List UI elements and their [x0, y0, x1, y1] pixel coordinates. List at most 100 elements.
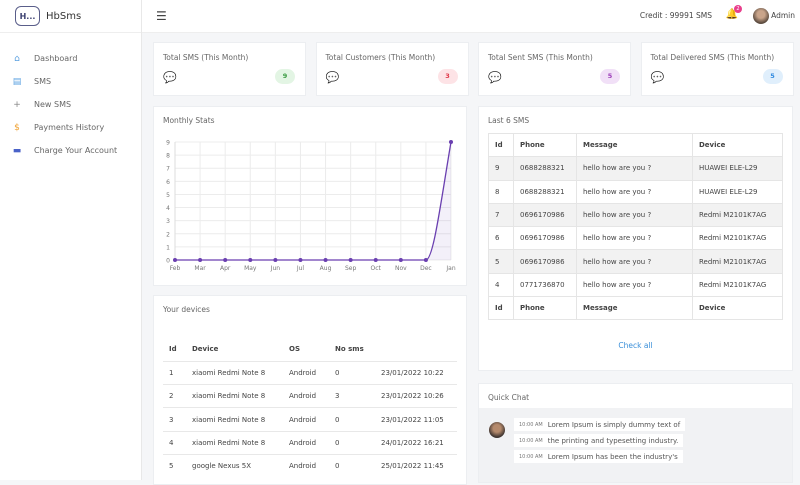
- table-cell: 4: [488, 272, 514, 298]
- table-cell: Android: [283, 453, 329, 478]
- x-tick-label: Mar: [194, 265, 206, 272]
- table-cell: 24/01/2022 16:21: [375, 430, 457, 455]
- table-cell: 0696170986: [513, 226, 577, 251]
- sidebar-item-label: SMS: [34, 77, 52, 86]
- table-cell: 23/01/2022 10:22: [375, 360, 457, 385]
- sidebar-item-label: Dashboard: [34, 54, 78, 63]
- table-row[interactable]: 5 google Nexus 5X Android 0 25/01/2022 11:45: [163, 453, 457, 478]
- chat-avatar: [489, 422, 505, 438]
- stat-title: Total Customers (This Month): [325, 53, 436, 62]
- table-cell: Redmi M2101K7AG: [692, 249, 783, 274]
- x-tick-label: Jun: [270, 265, 281, 272]
- table-cell: 2: [163, 384, 186, 408]
- y-tick-label: 4: [166, 205, 170, 212]
- message-text: the printing and typesetting industry.: [547, 436, 679, 445]
- table-cell: 0688288321: [513, 156, 577, 181]
- monthly-stats-card: Monthly Stats 0 1 2 3 4 5 6 7 8 9 Feb Mar Apr May Jun J…: [153, 106, 467, 286]
- table-row[interactable]: 1 xiaomi Redmi Note 8 Android 0 23/01/2022 1…: [163, 360, 457, 385]
- column-header: [375, 338, 457, 361]
- table-row[interactable]: 2 xiaomi Redmi Note 8 Android 3 23/01/2022 1…: [163, 384, 457, 408]
- table-row[interactable]: 4 xiaomi Redmi Note 8 Android 0 24/01/2022 1…: [163, 430, 457, 455]
- table-cell: 0696170986: [513, 202, 577, 228]
- sidebar-item-label: New SMS: [34, 100, 72, 109]
- check-all-link[interactable]: Check all: [618, 341, 653, 350]
- table-row[interactable]: 3 xiaomi Redmi Note 8 Android 0 23/01/2022 1…: [163, 407, 457, 432]
- x-tick-label: Apr: [220, 265, 231, 272]
- table-cell: hello how are you ?: [576, 156, 693, 181]
- y-tick-label: 0: [166, 258, 170, 265]
- table-row[interactable]: 9 0688288321 hello how are you ? HUAWEI ELE…: [488, 156, 783, 181]
- table-row[interactable]: 8 0688288321 hello how are you ? HUAWEI ELE…: [488, 179, 783, 204]
- table-row[interactable]: 7 0696170986 hello how are you ? Redmi M210…: [488, 202, 783, 228]
- table-cell: HUAWEI ELE-L29: [692, 179, 783, 204]
- data-point: [348, 258, 353, 262]
- devices-table: Id Device OS No sms 1 xiaomi Redmi Note 8 Andr…: [163, 338, 457, 478]
- user-name[interactable]: Admin: [771, 11, 795, 20]
- column-header: Device: [692, 132, 783, 158]
- card-title: Last 6 SMS: [488, 116, 530, 125]
- card-title: Quick Chat: [488, 393, 530, 402]
- column-header: Device: [692, 296, 783, 321]
- comments-icon: 💬: [325, 71, 340, 84]
- series-area: [175, 142, 451, 260]
- data-point: [223, 258, 228, 262]
- data-point: [173, 258, 177, 262]
- y-tick-label: 3: [166, 218, 170, 225]
- x-tick-label: May: [244, 265, 257, 272]
- table-row[interactable]: 5 0696170986 hello how are you ? Redmi M210…: [488, 249, 783, 274]
- table-row[interactable]: 4 0771736870 hello how are you ? Redmi M210…: [488, 272, 783, 298]
- x-tick-label: Nov: [395, 265, 407, 272]
- column-header: Id: [488, 132, 514, 158]
- column-header: Phone: [513, 132, 577, 158]
- sidebar-item-charge-your-account[interactable]: ▬ Charge Your Account: [0, 139, 141, 162]
- table-row[interactable]: 6 0696170986 hello how are you ? Redmi M210…: [488, 226, 783, 251]
- dollar-icon: $: [14, 122, 20, 133]
- y-tick-label: 1: [166, 244, 170, 251]
- bell-icon[interactable]: 🔔: [725, 9, 738, 20]
- sidebar-item-sms[interactable]: ▤ SMS: [0, 70, 141, 93]
- table-cell: Redmi M2101K7AG: [692, 272, 783, 298]
- x-tick-label: Dec: [420, 265, 432, 272]
- stat-card: Total SMS (This Month) 💬 9: [153, 42, 306, 96]
- table-header-row: Id Device OS No sms: [163, 338, 457, 361]
- table-cell: hello how are you ?: [576, 202, 693, 228]
- column-header: Id: [169, 345, 177, 354]
- avatar[interactable]: [753, 8, 769, 24]
- chat-message: 10:00 AM the printing and typesetting ind…: [514, 434, 684, 447]
- data-point: [423, 258, 428, 262]
- chat-body: 10:00 AM Lorem Ipsum is simply dummy text…: [479, 408, 792, 482]
- column-header: Device: [192, 345, 219, 354]
- sidebar-nav: ⌂ Dashboard ▤ SMS + New SMS $ Payments History ▬…: [0, 33, 141, 162]
- sidebar-item-payments-history[interactable]: $ Payments History: [0, 116, 141, 139]
- x-tick-label: Feb: [170, 265, 181, 272]
- stat-value-badge: 5: [762, 69, 783, 84]
- stat-value-badge: 5: [600, 69, 620, 84]
- table-cell: Android: [283, 430, 329, 455]
- menu-toggle-icon[interactable]: ☰: [156, 9, 167, 23]
- x-tick-label: Jan: [445, 265, 455, 272]
- x-tick-label: Oct: [371, 265, 382, 272]
- sidebar-item-label: Charge Your Account: [34, 146, 118, 155]
- sidebar-item-dashboard[interactable]: ⌂ Dashboard: [0, 47, 141, 70]
- message-icon: ▤: [12, 76, 22, 87]
- table-cell: 5: [163, 453, 186, 478]
- table-cell: 0771736870: [513, 272, 577, 298]
- data-point: [248, 258, 253, 262]
- comments-icon: 💬: [650, 71, 665, 84]
- y-tick-label: 2: [166, 231, 170, 238]
- table-cell: 4: [163, 430, 186, 455]
- data-point: [198, 258, 203, 262]
- comments-icon: 💬: [488, 71, 502, 84]
- notification-badge: 2: [734, 5, 742, 13]
- table-cell: hello how are you ?: [576, 272, 693, 298]
- table-cell: 9: [488, 156, 514, 181]
- table-cell: hello how are you ?: [576, 249, 693, 274]
- table-cell: google Nexus 5X: [186, 453, 283, 478]
- table-cell: 23/01/2022 10:26: [375, 384, 457, 408]
- series-line: [175, 141, 452, 261]
- y-tick-label: 8: [166, 153, 170, 160]
- credit-balance: Credit : 99991 SMS: [639, 11, 712, 20]
- x-tick-label: Sep: [345, 265, 357, 272]
- brand[interactable]: H... HbSms: [0, 0, 141, 33]
- sidebar-item-new-sms[interactable]: + New SMS: [0, 93, 141, 116]
